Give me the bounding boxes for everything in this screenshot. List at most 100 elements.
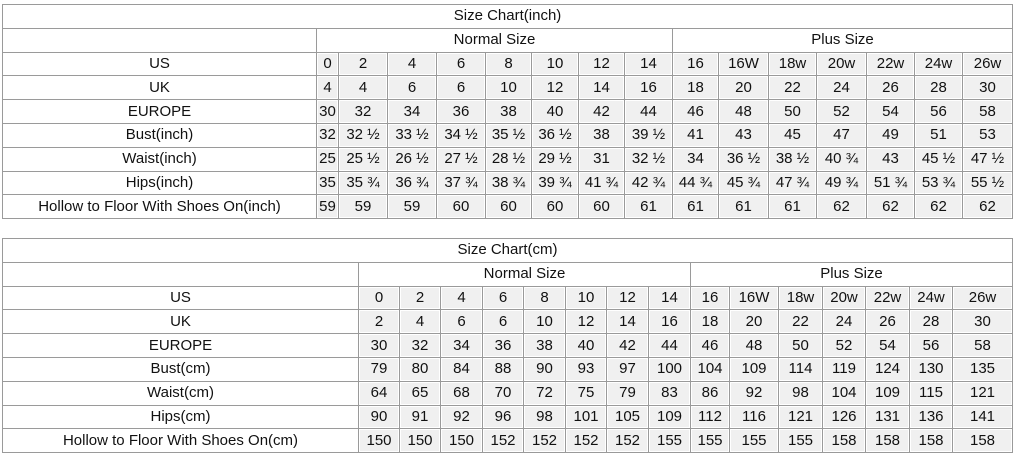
row-label: Bust(cm) — [2, 356, 359, 382]
table-row: EUROPE 30 32 34 36 38 40 42 44 46 48 50 52 54 56 58 — [2, 99, 1014, 124]
size-value-cell: 18 — [690, 309, 730, 335]
size-value-cell: 155 — [690, 428, 730, 454]
size-value-cell: 14 — [606, 309, 649, 335]
size-value-cell: 38 — [523, 333, 566, 358]
size-value-cell: 131 — [865, 404, 910, 430]
size-value-cell: 32 — [399, 333, 441, 358]
size-value-cell: 136 — [909, 404, 953, 430]
size-value-cell: 50 — [768, 99, 817, 124]
size-value-cell: 90 — [358, 404, 400, 430]
size-value-cell: 42 ¾ — [624, 170, 673, 196]
size-value-cell: 8 — [485, 51, 532, 77]
blank-cell — [2, 27, 317, 53]
size-value-cell: 60 — [485, 194, 532, 220]
size-value-cell: 43 — [718, 122, 769, 148]
row-label: EUROPE — [2, 333, 359, 358]
size-value-cell: 35 — [316, 170, 339, 196]
size-value-cell: 114 — [778, 356, 823, 382]
size-value-cell: 158 — [909, 428, 953, 454]
size-value-cell: 42 — [606, 333, 649, 358]
size-value-cell: 27 ½ — [436, 146, 486, 172]
size-value-cell: 40 — [565, 333, 607, 358]
size-value-cell: 80 — [399, 356, 441, 382]
size-value-cell: 61 — [624, 194, 673, 220]
size-value-cell: 40 — [531, 99, 579, 124]
size-value-cell: 45 ½ — [914, 146, 963, 172]
size-value-cell: 30 — [951, 309, 1014, 335]
size-value-cell: 14 — [648, 285, 691, 311]
size-value-cell: 38 — [485, 99, 532, 124]
size-value-cell: 68 — [440, 380, 483, 406]
size-value-cell: 30 — [316, 99, 339, 124]
size-value-cell: 22 — [778, 309, 823, 335]
title-row: Size Chart(inch) — [1, 4, 1014, 29]
size-value-cell: 12 — [565, 309, 607, 335]
size-value-cell: 28 — [914, 75, 963, 101]
size-value-cell: 24 — [816, 75, 867, 101]
size-value-cell: 16 — [690, 285, 730, 311]
size-value-cell: 61 — [768, 194, 817, 220]
size-value-cell: 12 — [578, 51, 625, 77]
size-value-cell: 38 ½ — [768, 146, 817, 172]
size-value-cell: 51 — [914, 122, 963, 148]
size-value-cell: 30 — [358, 333, 400, 358]
size-value-cell: 4 — [399, 309, 441, 335]
size-value-cell: 90 — [523, 356, 566, 382]
table-row: Hips(inch) 35 35 ¾ 36 ¾ 37 ¾ 38 ¾ 39 ¾ 41 ¾ 42 ¾… — [2, 170, 1014, 196]
size-value-cell: 60 — [578, 194, 625, 220]
size-value-cell: 84 — [440, 356, 483, 382]
size-value-cell: 53 ¾ — [914, 170, 963, 196]
size-value-cell: 29 ½ — [531, 146, 579, 172]
row-label: Bust(inch) — [2, 122, 317, 148]
size-value-cell: 24 — [822, 309, 866, 335]
size-value-cell: 155 — [729, 428, 779, 454]
size-value-cell: 4 — [440, 285, 483, 311]
row-label: Hips(inch) — [2, 170, 317, 196]
size-value-cell: 86 — [690, 380, 730, 406]
size-value-cell: 6 — [440, 309, 483, 335]
size-value-cell: 150 — [399, 428, 441, 454]
size-value-cell: 22 — [768, 75, 817, 101]
size-value-cell: 58 — [951, 333, 1014, 358]
size-value-cell: 52 — [816, 99, 867, 124]
size-value-cell: 62 — [866, 194, 915, 220]
size-value-cell: 18w — [778, 285, 823, 311]
size-value-cell: 52 — [822, 333, 866, 358]
size-value-cell: 47 ¾ — [768, 170, 817, 196]
size-value-cell: 59 — [387, 194, 437, 220]
size-value-cell: 60 — [531, 194, 579, 220]
size-value-cell: 28 — [909, 309, 953, 335]
size-value-cell: 31 — [578, 146, 625, 172]
size-value-cell: 92 — [729, 380, 779, 406]
size-value-cell: 97 — [606, 356, 649, 382]
size-value-cell: 22w — [865, 285, 910, 311]
size-value-cell: 25 ½ — [338, 146, 388, 172]
size-value-cell: 152 — [565, 428, 607, 454]
size-value-cell: 33 ½ — [387, 122, 437, 148]
table-row: Bust(cm) 79 80 84 88 90 93 97 100 104 109 114 119 124… — [2, 356, 1014, 382]
size-value-cell: 158 — [822, 428, 866, 454]
size-value-cell: 124 — [865, 356, 910, 382]
size-value-cell: 65 — [399, 380, 441, 406]
size-value-cell: 150 — [358, 428, 400, 454]
size-value-cell: 20 — [729, 309, 779, 335]
size-value-cell: 34 — [440, 333, 483, 358]
size-value-cell: 51 ¾ — [866, 170, 915, 196]
table-row: UK 2 4 6 6 10 12 14 16 18 20 22 24 26 28 30 — [2, 309, 1014, 335]
size-value-cell: 70 — [482, 380, 524, 406]
size-value-cell: 121 — [778, 404, 823, 430]
size-value-cell: 115 — [909, 380, 953, 406]
size-value-cell: 58 — [961, 99, 1014, 124]
size-value-cell: 43 — [866, 146, 915, 172]
size-value-cell: 105 — [606, 404, 649, 430]
size-value-cell: 10 — [531, 51, 579, 77]
size-value-cell: 91 — [399, 404, 441, 430]
size-value-cell: 12 — [606, 285, 649, 311]
size-value-cell: 40 ¾ — [816, 146, 867, 172]
size-value-cell: 104 — [822, 380, 866, 406]
size-value-cell: 36 — [436, 99, 486, 124]
row-label: US — [2, 285, 359, 311]
size-value-cell: 59 — [338, 194, 388, 220]
blank-cell — [2, 261, 359, 287]
size-value-cell: 41 ¾ — [578, 170, 625, 196]
